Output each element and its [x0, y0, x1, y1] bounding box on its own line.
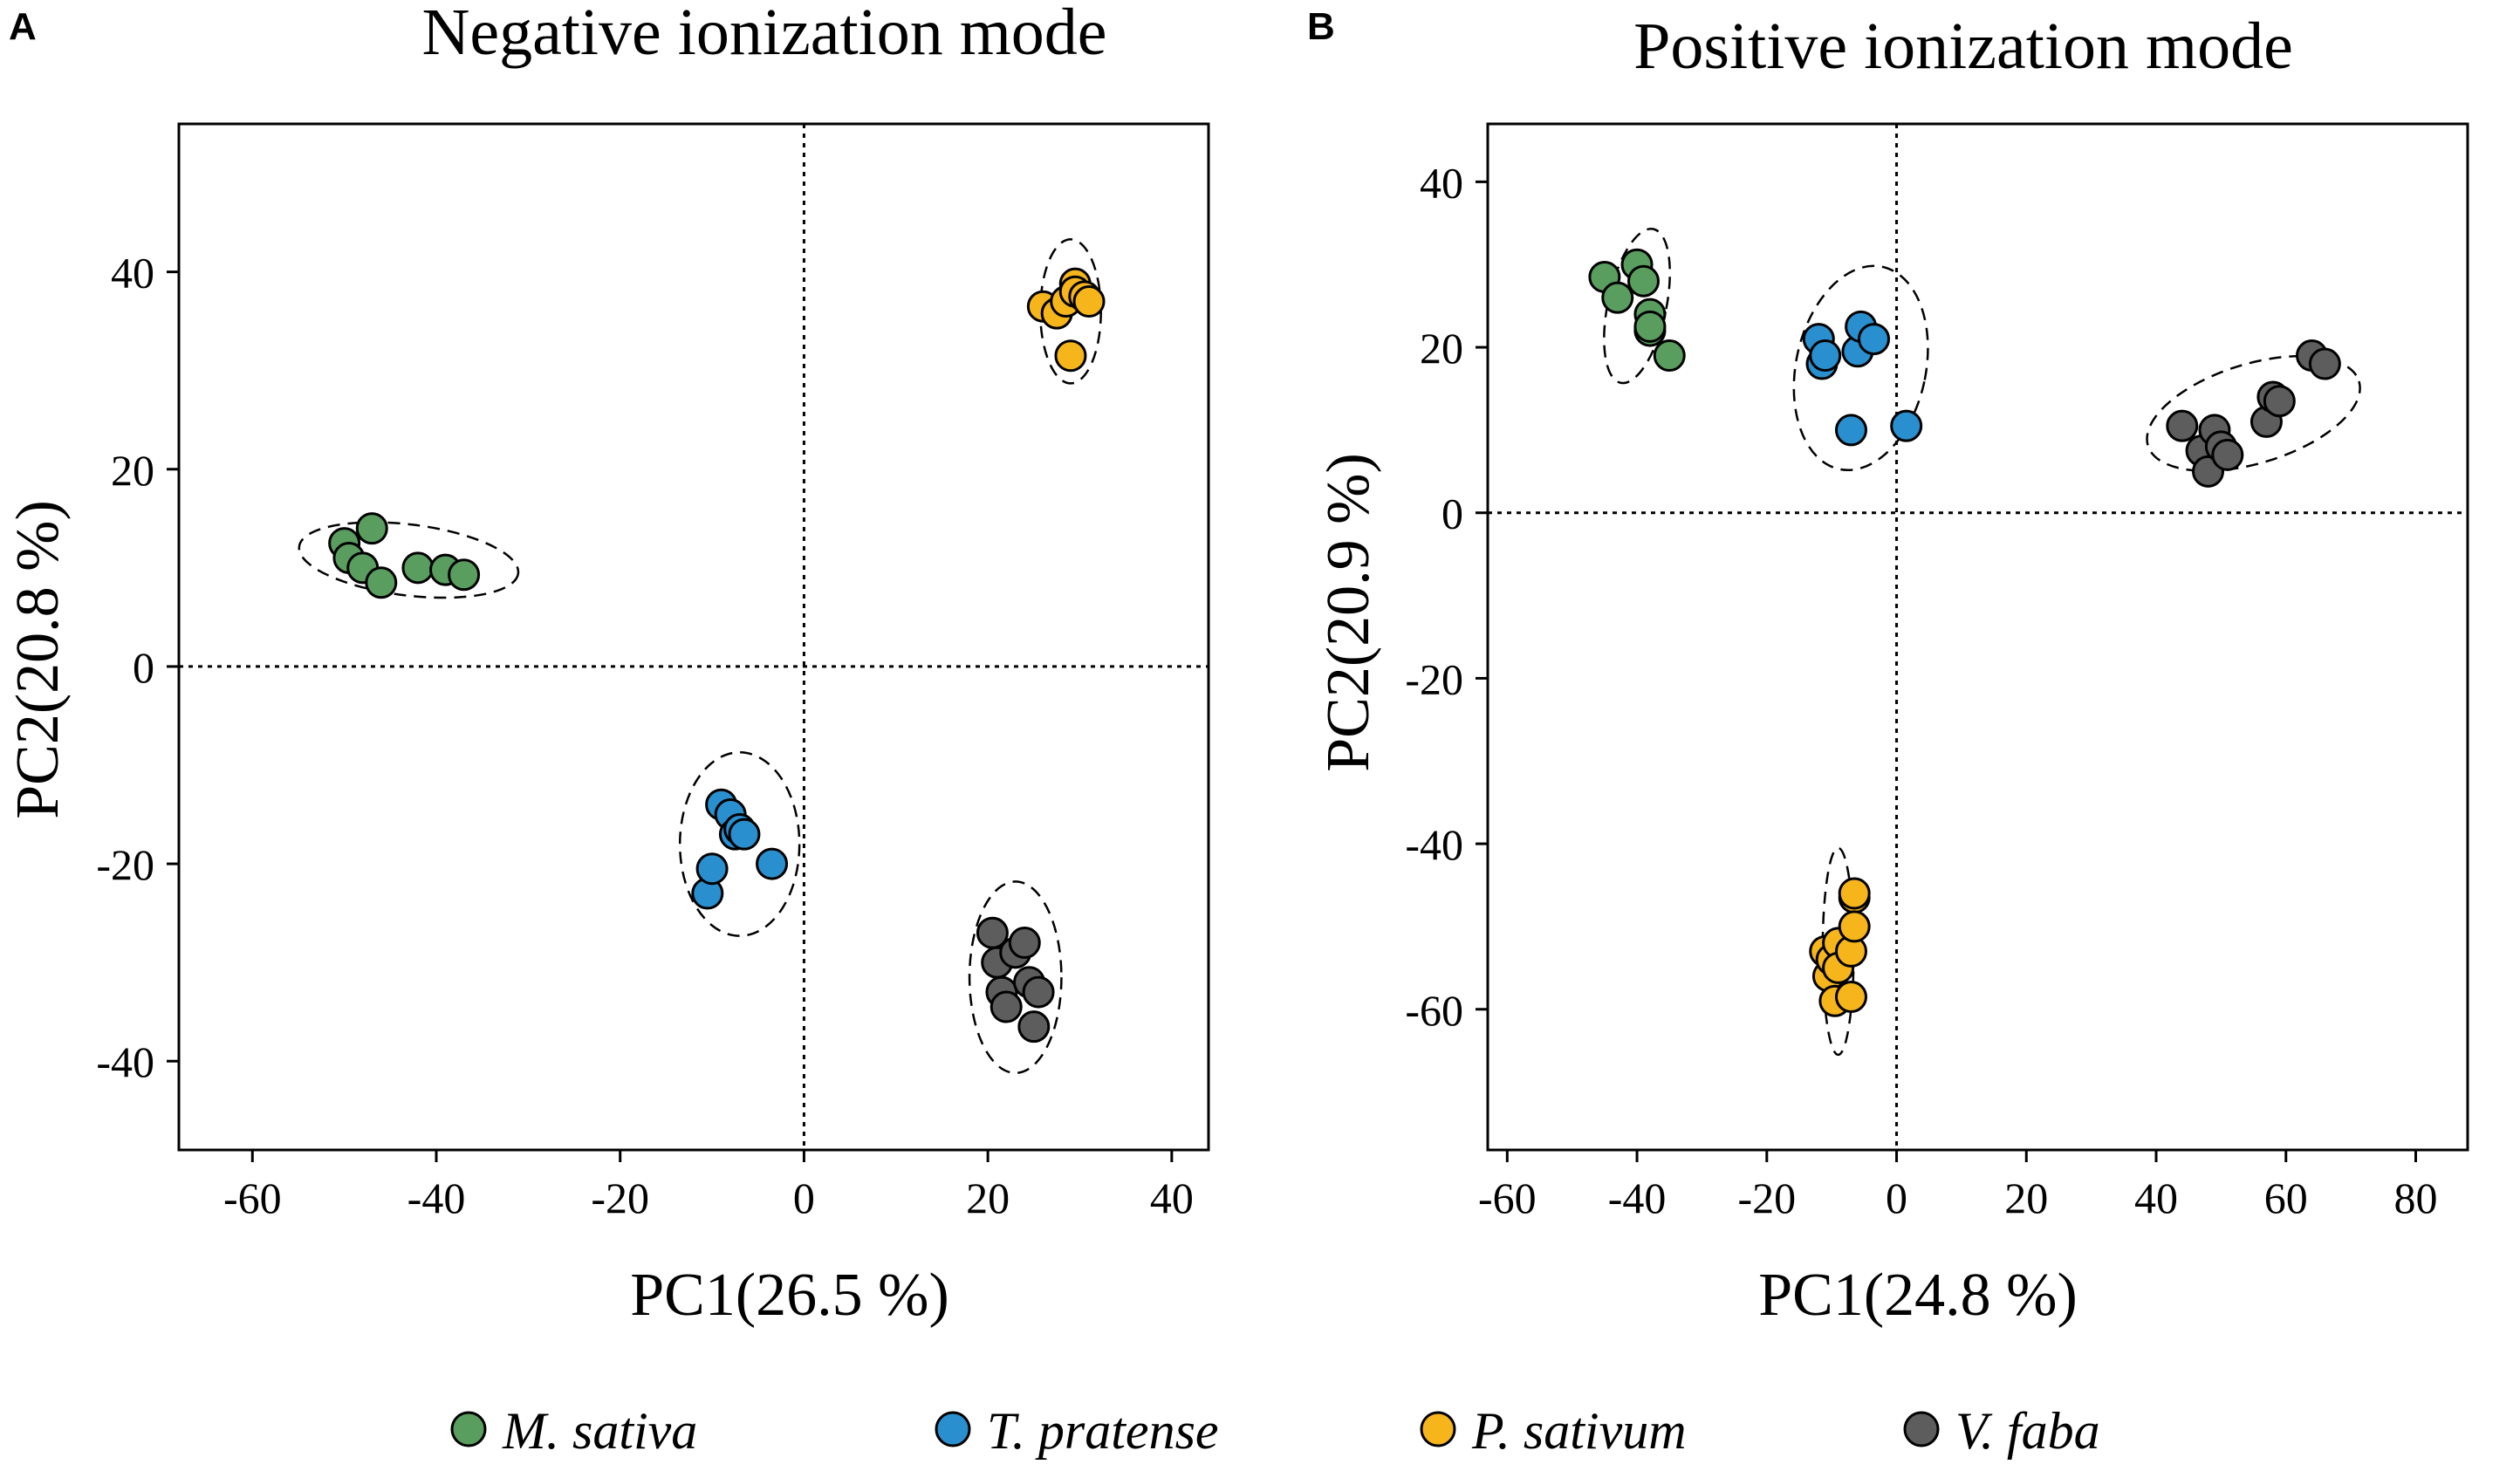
x-tick-label: -20	[591, 1174, 649, 1222]
y-tick-label: -40	[1405, 820, 1463, 869]
data-point	[1858, 323, 1891, 356]
data-point	[1834, 414, 1867, 447]
data-point	[2308, 347, 2341, 380]
data-point	[728, 818, 761, 851]
x-tick-label: -60	[1478, 1174, 1537, 1222]
data-point	[1838, 910, 1871, 943]
data-point	[2166, 409, 2199, 442]
x-tick-label: 60	[2264, 1174, 2308, 1222]
data-point	[1834, 981, 1867, 1014]
data-point	[1008, 927, 1041, 960]
y-axis-label: PC2(20.9 %)	[1315, 453, 1382, 772]
y-tick-label: 20	[1420, 324, 1463, 373]
x-tick-label: -40	[1608, 1174, 1667, 1222]
data-point	[1017, 1010, 1051, 1043]
y-tick-label: -20	[96, 840, 154, 889]
legend-label: V. faba	[1955, 1402, 2100, 1460]
data-point	[1890, 409, 1923, 442]
panel-positive-mode: B Positive ionization mode PC1(24.8 %) P…	[1307, 5, 2469, 1329]
x-tick-label: 80	[2394, 1174, 2438, 1222]
data-point	[448, 558, 481, 592]
chart-title: Negative ionization mode	[421, 0, 1106, 69]
y-tick-label: 40	[1420, 158, 1463, 207]
x-tick-label: 40	[1150, 1174, 1194, 1222]
y-tick-label: 20	[111, 446, 154, 495]
data-point	[1653, 339, 1686, 373]
data-point	[365, 566, 398, 599]
legend-marker-icon	[935, 1411, 971, 1447]
chart-title: Positive ionization mode	[1633, 10, 2293, 83]
data-point	[695, 852, 729, 886]
legend: M. sativa T. pratense P. sativum V. faba	[450, 1402, 2100, 1460]
x-tick-label: -60	[223, 1174, 282, 1222]
plot-frame	[1486, 122, 2469, 1152]
x-tick-label: -20	[1737, 1174, 1796, 1222]
y-tick-label: -60	[1405, 986, 1463, 1035]
y-tick-label: -20	[1405, 654, 1463, 703]
data-point	[1633, 310, 1667, 343]
panel-letter: A	[9, 5, 37, 48]
legend-marker-icon	[1903, 1411, 1940, 1447]
data-point	[2211, 438, 2244, 471]
data-point	[1054, 339, 1087, 373]
legend-label: M. sativa	[502, 1402, 697, 1460]
data-point	[1072, 285, 1106, 318]
legend-item-m-sativa: M. sativa	[450, 1402, 697, 1460]
panel-letter: B	[1307, 5, 1335, 48]
confidence-ellipse	[298, 521, 520, 599]
legend-item-v-faba: V. faba	[1903, 1402, 2100, 1460]
data-point	[355, 512, 388, 545]
legend-marker-icon	[450, 1411, 487, 1447]
data-point	[2263, 385, 2296, 418]
confidence-ellipse	[1792, 264, 1929, 472]
x-tick-label: 20	[966, 1174, 1010, 1222]
data-point	[756, 847, 789, 880]
y-tick-label: -40	[96, 1037, 154, 1086]
legend-label: T. pratense	[987, 1402, 1219, 1460]
x-tick-label: -40	[407, 1174, 466, 1222]
data-point	[1838, 877, 1871, 910]
y-tick-label: 0	[1441, 489, 1463, 538]
y-tick-label: 40	[111, 249, 154, 298]
data-point	[1626, 264, 1660, 298]
legend-marker-icon	[1420, 1411, 1456, 1447]
legend-label: P. sativum	[1471, 1402, 1687, 1460]
data-point	[990, 990, 1023, 1023]
data-point	[401, 551, 435, 585]
x-tick-label: 0	[1886, 1174, 1907, 1222]
data-point	[1022, 975, 1055, 1009]
legend-item-t-pratense: T. pratense	[935, 1402, 1219, 1460]
data-point	[1809, 339, 1842, 373]
plot-frame	[177, 122, 1210, 1152]
y-tick-label: 0	[133, 643, 154, 692]
x-tick-label: 40	[2134, 1174, 2178, 1222]
panel-negative-mode: A Negative ionization mode PC1(26.5 %) P…	[4, 0, 1210, 1329]
confidence-ellipse	[678, 751, 801, 937]
confidence-ellipse	[968, 880, 1063, 1075]
x-axis-label: PC1(26.5 %)	[630, 1262, 949, 1329]
x-axis-label: PC1(24.8 %)	[1758, 1262, 2078, 1329]
x-tick-label: 0	[793, 1174, 815, 1222]
data-point	[1601, 281, 1634, 314]
x-tick-label: 20	[2004, 1174, 2048, 1222]
y-axis-label: PC2(20.8 %)	[4, 500, 72, 819]
legend-item-p-sativum: P. sativum	[1420, 1402, 1687, 1460]
